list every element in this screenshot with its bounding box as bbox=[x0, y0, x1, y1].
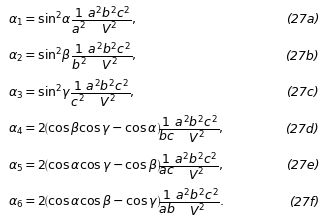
Text: $\alpha_4 = 2\!\left(\cos\beta\cos\gamma - \cos\alpha\right)\!\dfrac{1}{bc}\dfra: $\alpha_4 = 2\!\left(\cos\beta\cos\gamma… bbox=[8, 113, 223, 145]
Text: (27f): (27f) bbox=[289, 196, 319, 209]
Text: $\alpha_6 = 2\!\left(\cos\alpha\cos\beta - \cos\gamma\right)\!\dfrac{1}{ab}\dfra: $\alpha_6 = 2\!\left(\cos\alpha\cos\beta… bbox=[8, 187, 224, 218]
Text: $\alpha_1 = \sin^2\!\alpha\, \dfrac{1}{a^2}\dfrac{a^2b^2c^2}{V^2},$: $\alpha_1 = \sin^2\!\alpha\, \dfrac{1}{a… bbox=[8, 4, 136, 36]
Text: $\alpha_2 = \sin^2\!\beta\, \dfrac{1}{b^2}\dfrac{a^2b^2c^2}{V^2},$: $\alpha_2 = \sin^2\!\beta\, \dfrac{1}{b^… bbox=[8, 40, 136, 72]
Text: (27c): (27c) bbox=[286, 86, 319, 99]
Text: (27a): (27a) bbox=[286, 13, 319, 26]
Text: (27e): (27e) bbox=[285, 159, 319, 172]
Text: $\alpha_3 = \sin^2\!\gamma\, \dfrac{1}{c^2}\dfrac{a^2b^2c^2}{V^2},$: $\alpha_3 = \sin^2\!\gamma\, \dfrac{1}{c… bbox=[8, 77, 134, 109]
Text: (27b): (27b) bbox=[285, 50, 319, 63]
Text: (27d): (27d) bbox=[285, 123, 319, 136]
Text: $\alpha_5 = 2\!\left(\cos\alpha\cos\gamma - \cos\beta\right)\!\dfrac{1}{ac}\dfra: $\alpha_5 = 2\!\left(\cos\alpha\cos\gamm… bbox=[8, 150, 223, 182]
